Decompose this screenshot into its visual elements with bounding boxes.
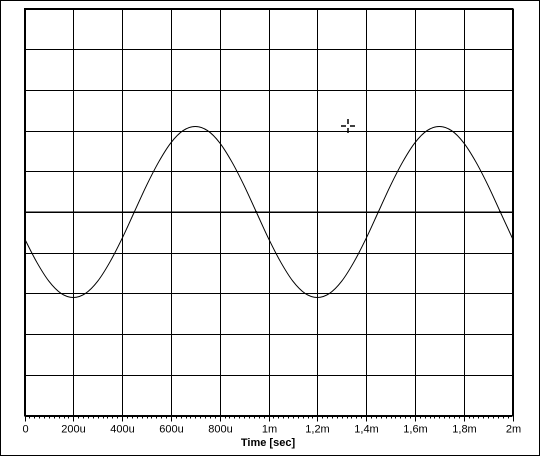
x-tick-label: 2m [506,423,521,435]
x-tick-label: 800u [208,423,232,435]
x-tick-label: 0 [22,423,28,435]
cursor [341,119,355,133]
x-tick-label: 200u [61,423,85,435]
x-tick-label: 400u [110,423,134,435]
x-tick-label: 1m [262,423,277,435]
x-axis-label: Time [sec] [241,437,296,449]
signal-line [24,126,513,298]
x-tick-label: 1,6m [403,423,427,435]
x-tick-label: 600u [159,423,183,435]
x-tick-label: 1,4m [354,423,378,435]
x-tick-label: 1,8m [452,423,476,435]
x-tick-label: 1,2m [305,423,329,435]
